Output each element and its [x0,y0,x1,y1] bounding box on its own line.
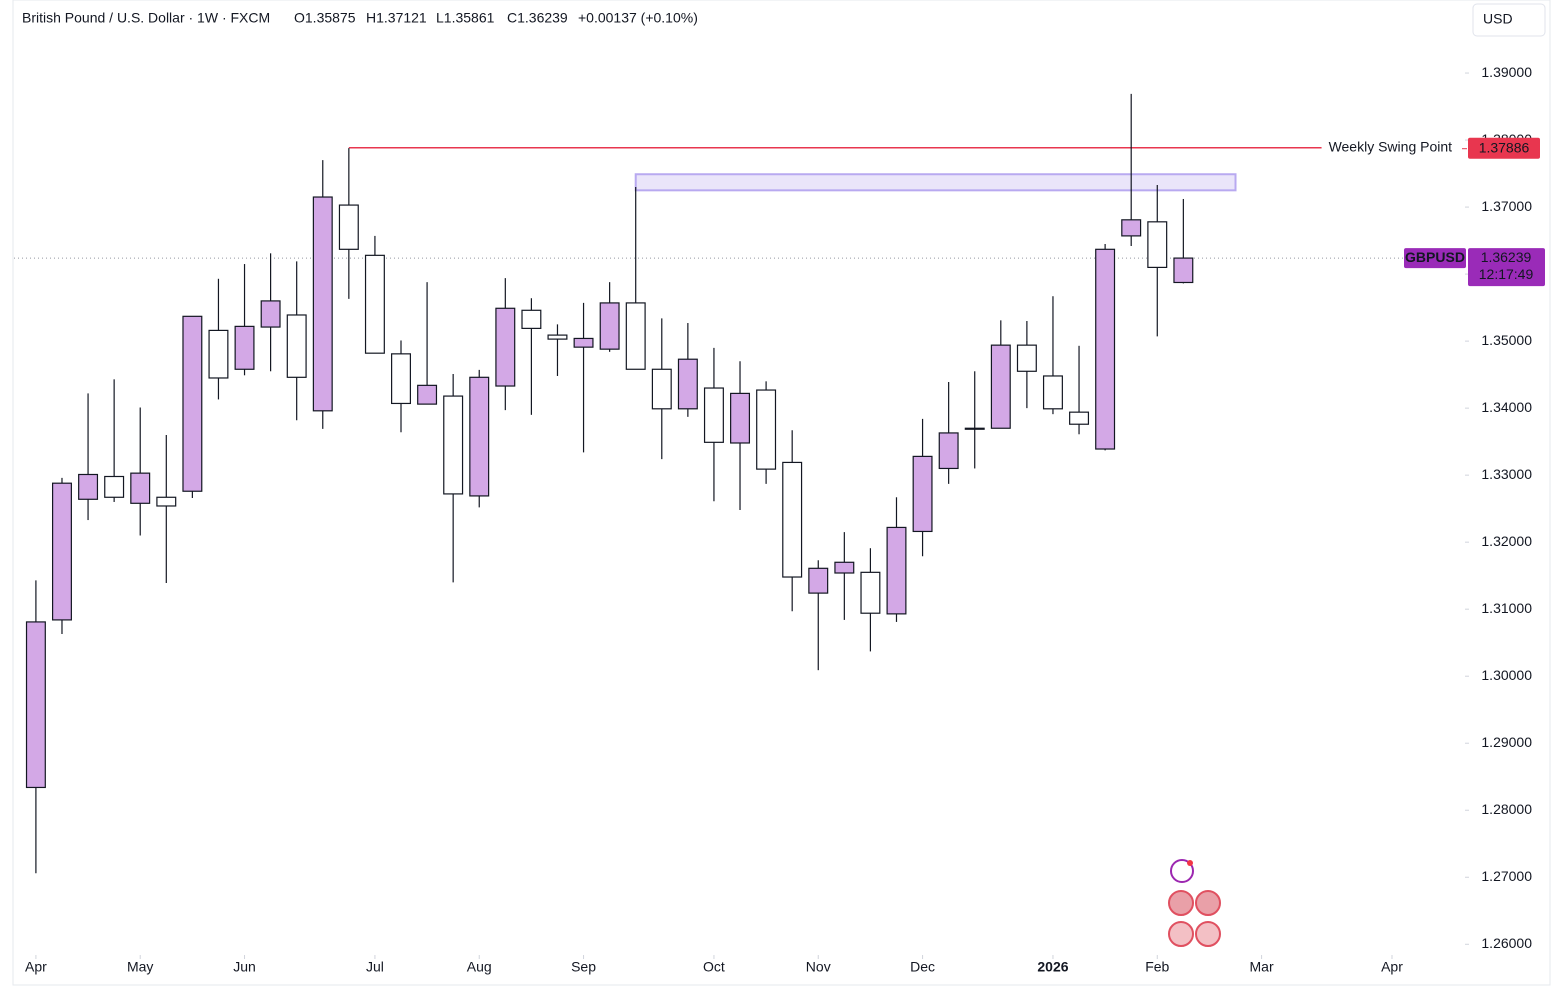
candle-body [391,353,411,405]
symbol: GBPUSD [1405,249,1465,265]
candle-body [286,314,307,378]
x-tick-label: Dec [910,959,935,975]
candle-body [25,621,46,789]
y-tick-label: 1.26000 [1481,935,1532,951]
x-tick-label: Apr [25,959,47,975]
x-tick-label: Feb [1145,959,1169,975]
candle-body [312,196,333,412]
x-tick-label: Oct [703,959,725,975]
candle-body [703,387,724,443]
candle-body [677,358,698,410]
candle-body [521,309,542,329]
x-tick-label: Jul [366,959,384,975]
y-tick-label: 1.35000 [1481,332,1532,348]
candle-body [234,325,255,370]
y-tick-label: 1.28000 [1481,801,1532,817]
countdown: 12:17:49 [1479,266,1534,282]
ohlc-close: C1.36239 [507,10,568,26]
candle-body [625,302,646,370]
candle-body [495,307,516,387]
x-tick-label: Aug [467,959,492,975]
candle-body [834,561,855,574]
swing-price: 1.37886 [1479,139,1530,155]
y-tick-label: 1.27000 [1481,868,1532,884]
ohlc-low: L1.35861 [436,10,495,26]
candle-body [599,302,620,350]
candle-body [886,526,907,615]
candle-body [78,473,99,500]
y-tick-label: 1.32000 [1481,533,1532,549]
candle-body [417,384,438,405]
candle-body [364,254,385,354]
ohlc-high: H1.37121 [366,10,427,26]
last-price-tag [1468,248,1545,287]
currency[interactable]: USD [1483,11,1513,27]
candle-body [756,389,777,470]
currency-button[interactable] [1472,3,1546,37]
y-tick-label: 1.33000 [1481,466,1532,482]
swing-label: Weekly Swing Point [1329,138,1453,154]
candle-body [104,475,125,498]
candle-body [730,392,751,444]
x-tick-label: 2026 [1037,959,1068,975]
candle-body [938,432,959,470]
candle-body [782,461,803,578]
candle-body [964,427,985,430]
x-tick-label: Sep [571,959,596,975]
candle-body [338,204,359,250]
candle-body [469,376,490,497]
candle-body [1069,411,1090,425]
candle-body [808,567,829,594]
candle-body [443,395,464,495]
candle-body [260,300,281,328]
x-tick-label: Apr [1381,959,1403,975]
y-tick-label: 1.30000 [1481,667,1532,683]
candle-body [912,455,933,533]
indicator-icons [1168,859,1221,947]
candle-body [573,337,594,348]
ohlc-open: O1.35875 [294,10,356,26]
ohlc-change: +0.00137 (+0.10%) [578,10,698,26]
candle-body [1095,248,1116,450]
y-tick-label: 1.31000 [1481,600,1532,616]
x-tick-label: Jun [233,959,256,975]
chart-title: British Pound / U.S. Dollar · 1W · FXCM [22,10,270,26]
symbol-tag [1404,248,1466,269]
y-tick-label: 1.39000 [1481,64,1532,80]
candle-body [130,472,151,504]
y-tick-label: 1.37000 [1481,198,1532,214]
last-price: 1.36239 [1481,249,1532,265]
x-tick-label: May [127,959,153,975]
y-tick-label: 1.29000 [1481,734,1532,750]
candle-body [1121,219,1142,237]
candle-body [1173,257,1194,284]
candle-body [1042,375,1063,410]
candle-body [651,368,672,410]
swing-price-tag [1468,137,1540,159]
candle-body [547,334,568,340]
candle-body [860,571,881,614]
x-tick-label: Nov [806,959,831,975]
candle-body [1016,344,1037,372]
candle-body [208,329,229,379]
candle-body [156,496,177,507]
candle-body [51,482,72,621]
candle-body [990,344,1011,429]
y-tick-label: 1.34000 [1481,399,1532,415]
candle-body [1147,221,1168,268]
zone [634,173,1237,192]
x-tick-label: Mar [1250,959,1274,975]
candle-body [182,315,203,492]
frame [12,0,1551,986]
